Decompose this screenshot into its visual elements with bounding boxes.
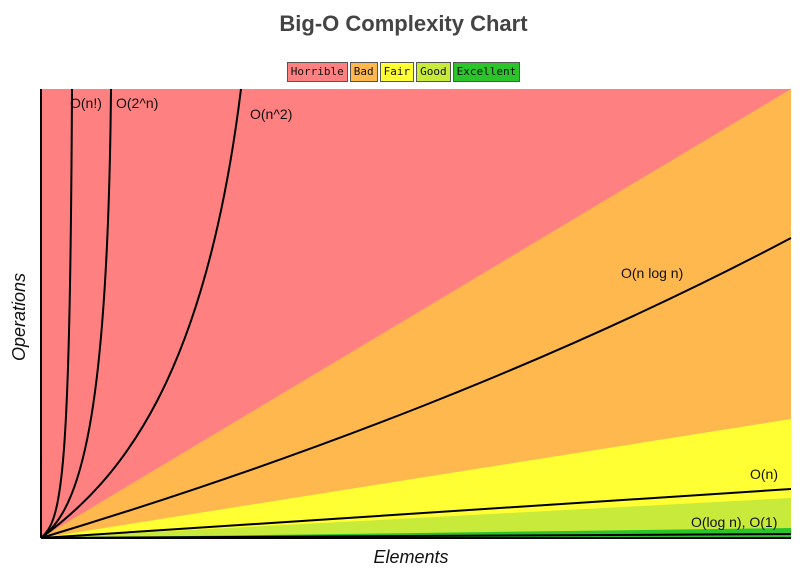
series-label-log-constant: O(log n), O(1) (691, 514, 777, 530)
series-label-quadratic: O(n^2) (250, 106, 292, 122)
series-label-linear: O(n) (750, 466, 778, 482)
series-line-quadratic (40, 88, 242, 539)
series-line-factorial (40, 88, 73, 539)
series-label-factorial: O(n!) (70, 95, 102, 111)
region-bad (41, 89, 791, 538)
x-axis-label: Elements (373, 547, 448, 567)
series-label-linearithmic: O(n log n) (621, 265, 683, 281)
legend-item-excellent: Excellent (452, 62, 521, 82)
y-axis-label: Operations (9, 273, 29, 361)
legend-item-horrible: Horrible (286, 62, 348, 82)
legend-item-bad: Bad (349, 62, 378, 82)
series-line-linearithmic (40, 237, 792, 539)
series-label-exponential: O(2^n) (116, 95, 158, 111)
chart-title: Big-O Complexity Chart (279, 11, 528, 36)
legend-item-good: Good (416, 62, 451, 82)
legend: Horrible Bad Fair Good Excellent (0, 62, 807, 82)
region-good (41, 498, 791, 538)
series-line-linear (40, 488, 792, 539)
series-line-exponential (40, 88, 112, 539)
legend-item-fair: Fair (379, 62, 415, 82)
